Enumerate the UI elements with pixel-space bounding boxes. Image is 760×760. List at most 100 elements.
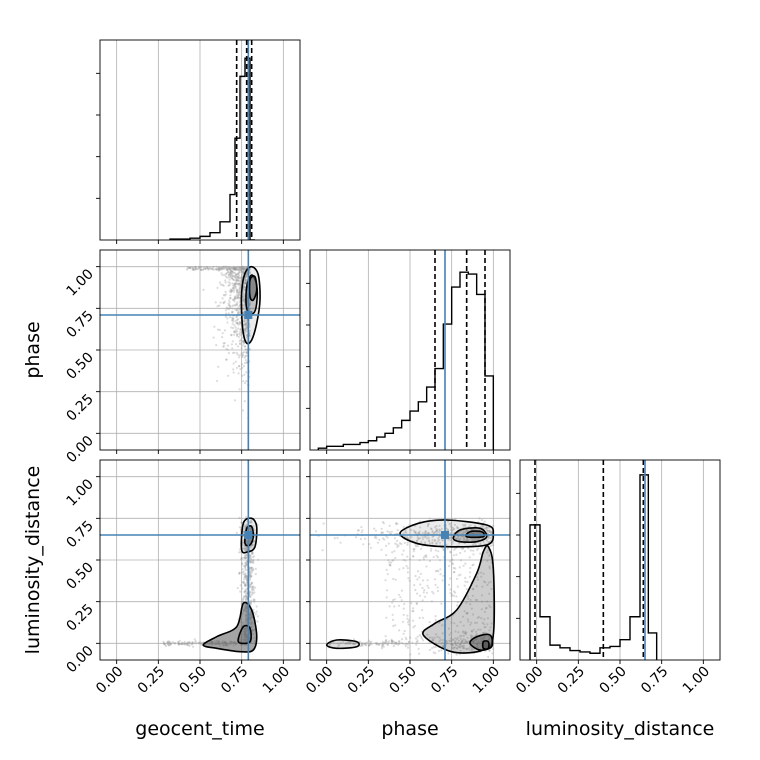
sample-point bbox=[236, 265, 239, 268]
sample-point bbox=[476, 578, 480, 581]
sample-point bbox=[223, 300, 226, 303]
sample-point bbox=[236, 268, 239, 271]
sample-point bbox=[381, 521, 384, 524]
sample-point bbox=[479, 542, 482, 545]
sample-point bbox=[406, 614, 409, 617]
sample-point bbox=[462, 526, 465, 529]
sample-point bbox=[234, 266, 237, 269]
sample-point bbox=[477, 538, 480, 541]
sample-point bbox=[441, 639, 445, 642]
sample-point bbox=[416, 545, 419, 548]
sample-point bbox=[454, 642, 457, 645]
sample-point bbox=[233, 333, 236, 336]
sample-point bbox=[245, 272, 248, 275]
sample-point bbox=[428, 636, 431, 639]
sample-point bbox=[328, 643, 331, 647]
sample-point bbox=[474, 598, 477, 602]
sample-point bbox=[356, 529, 360, 532]
sample-point bbox=[384, 642, 388, 645]
sample-point bbox=[218, 266, 221, 269]
sample-point bbox=[250, 521, 253, 524]
sample-point bbox=[344, 642, 347, 645]
sample-point bbox=[359, 644, 362, 648]
sample-point bbox=[242, 299, 245, 302]
sample-point bbox=[238, 342, 241, 345]
sample-point bbox=[241, 266, 244, 269]
sample-point bbox=[428, 517, 431, 520]
x-tick-label: 1.00 bbox=[680, 664, 713, 697]
sample-point bbox=[394, 624, 397, 627]
sample-point bbox=[197, 642, 200, 645]
sample-point bbox=[221, 336, 224, 339]
sample-point bbox=[250, 581, 253, 584]
sample-point bbox=[222, 345, 225, 348]
sample-point bbox=[244, 323, 247, 326]
sample-point bbox=[229, 288, 232, 291]
sample-point bbox=[422, 639, 425, 642]
sample-point bbox=[240, 600, 243, 604]
sample-point bbox=[248, 267, 251, 270]
sample-point bbox=[452, 571, 456, 574]
sample-point bbox=[192, 268, 195, 271]
sample-point bbox=[435, 554, 438, 558]
sample-point bbox=[437, 570, 440, 573]
sample-point bbox=[435, 542, 438, 545]
sample-point bbox=[405, 565, 408, 568]
sample-point bbox=[491, 652, 494, 655]
sample-point bbox=[413, 531, 417, 534]
sample-point bbox=[163, 643, 166, 646]
sample-point bbox=[191, 643, 194, 646]
sample-point bbox=[233, 297, 237, 300]
sample-point bbox=[436, 586, 439, 589]
sample-point bbox=[231, 267, 234, 270]
sample-point bbox=[240, 557, 243, 560]
sample-point bbox=[164, 643, 167, 646]
sample-point bbox=[190, 643, 193, 646]
sample-point bbox=[194, 268, 197, 271]
sample-point bbox=[438, 621, 441, 625]
sample-point bbox=[459, 649, 462, 652]
sample-point bbox=[425, 565, 428, 568]
plot-area bbox=[317, 250, 495, 450]
sample-point bbox=[362, 543, 365, 546]
sample-point bbox=[314, 530, 318, 533]
sample-point bbox=[475, 630, 478, 633]
sample-point bbox=[180, 643, 183, 646]
plot-area bbox=[529, 460, 704, 660]
sample-point bbox=[241, 273, 244, 276]
sample-point bbox=[245, 553, 248, 556]
sample-point bbox=[237, 296, 240, 299]
sample-point bbox=[241, 271, 244, 274]
sample-point bbox=[458, 639, 461, 642]
sample-point bbox=[232, 330, 236, 333]
sample-point bbox=[245, 326, 248, 329]
sample-point bbox=[406, 617, 409, 620]
sample-point bbox=[412, 529, 415, 532]
sample-point bbox=[240, 331, 243, 334]
sample-point bbox=[243, 282, 246, 285]
sample-point bbox=[421, 531, 424, 535]
sample-point bbox=[249, 527, 252, 530]
sample-point bbox=[233, 279, 236, 282]
sample-point bbox=[238, 277, 241, 280]
sample-point bbox=[376, 541, 380, 544]
sample-point bbox=[321, 549, 324, 552]
sample-point bbox=[230, 277, 234, 280]
sample-point bbox=[203, 267, 206, 270]
sample-point bbox=[479, 543, 483, 546]
sample-point bbox=[435, 527, 438, 530]
sample-point bbox=[237, 297, 240, 300]
sample-point bbox=[470, 636, 473, 639]
sample-point bbox=[423, 541, 427, 544]
sample-point bbox=[249, 519, 253, 522]
sample-point bbox=[402, 620, 405, 624]
sample-point bbox=[244, 594, 247, 597]
sample-point bbox=[232, 274, 235, 278]
sample-point bbox=[234, 268, 237, 271]
sample-point bbox=[256, 615, 259, 618]
sample-point bbox=[447, 627, 451, 630]
sample-point bbox=[244, 562, 247, 565]
sample-point bbox=[416, 635, 419, 638]
sample-point bbox=[452, 594, 456, 598]
sample-point bbox=[440, 602, 443, 605]
